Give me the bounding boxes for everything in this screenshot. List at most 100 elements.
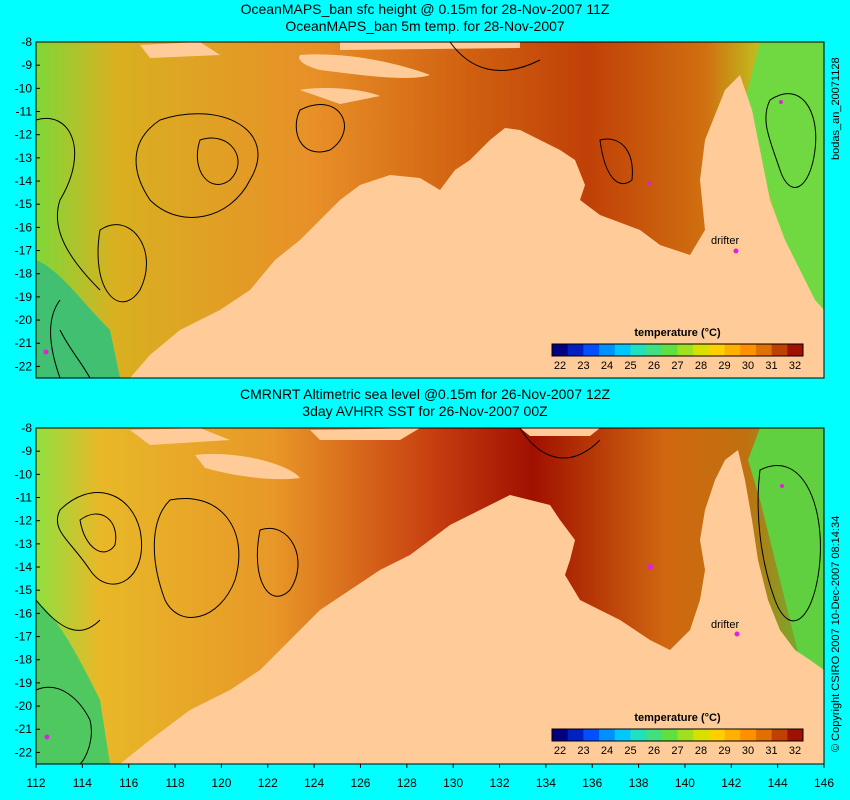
bottom-drifter-marker xyxy=(734,631,740,637)
top-panel-title-line2: OceanMAPS_ban 5m temp. for 28-Nov-2007 xyxy=(285,18,565,34)
colorbar-swatch xyxy=(567,344,584,356)
top-drifter-marker-4 xyxy=(779,100,783,104)
colorbar-swatch xyxy=(708,729,726,741)
lat-tick-label: -8 xyxy=(21,421,32,435)
colorbar-tick-label: 29 xyxy=(718,360,730,372)
lat-tick-label: -19 xyxy=(15,676,33,690)
colorbar-swatch xyxy=(583,729,600,741)
lat-tick-label: -22 xyxy=(15,359,33,373)
colorbar-swatch xyxy=(755,729,773,741)
top-island-3 xyxy=(140,42,220,58)
colorbar-swatch xyxy=(787,729,804,741)
top-drifter-marker xyxy=(733,248,739,254)
top-island-2 xyxy=(340,42,520,50)
colorbar-tick-label: 28 xyxy=(695,745,707,757)
colorbar-tick-label: 32 xyxy=(789,745,801,757)
colorbar-tick-label: 30 xyxy=(742,745,754,757)
lat-tick-label: -22 xyxy=(15,745,33,759)
lon-tick-label: 146 xyxy=(814,776,834,790)
colorbar-frame xyxy=(551,728,804,742)
lat-tick-label: -12 xyxy=(15,128,33,142)
colorbar-tick-label: 31 xyxy=(765,745,777,757)
colorbar-swatch xyxy=(630,729,647,741)
colorbar-swatch xyxy=(646,729,663,741)
colorbar-tick-label: 27 xyxy=(671,360,683,372)
bottom-lat-axis: -8 -9 -10 -11 -12 -13 -14 -15 -16 -17 -18 -19 -20 -21… xyxy=(15,421,40,759)
colorbar-swatch xyxy=(724,344,741,356)
bottom-map-panel xyxy=(35,427,825,765)
colorbar-tick-label: 27 xyxy=(671,745,683,757)
colorbar-title: temperature (°C) xyxy=(634,327,721,339)
colorbar-tick-label: 23 xyxy=(577,745,589,757)
colorbar-tick-label: 22 xyxy=(554,745,566,757)
lon-tick-label: 130 xyxy=(443,776,463,790)
colorbar-swatch xyxy=(661,344,678,356)
bottom-mainland-land xyxy=(120,450,824,764)
bottom-plot-frame xyxy=(35,427,825,765)
lon-tick-label: 126 xyxy=(350,776,370,790)
lat-tick-label: -9 xyxy=(21,58,32,72)
lat-tick-label: -18 xyxy=(15,653,33,667)
lat-tick-label: -16 xyxy=(15,606,33,620)
top-panel-title-line1: OceanMAPS_ban sfc height @ 0.15m for 28-… xyxy=(240,1,610,17)
colorbar-swatch xyxy=(552,729,569,741)
bottom-contours xyxy=(35,427,821,765)
colorbar-swatch xyxy=(693,729,710,741)
top-map-panel xyxy=(35,41,825,379)
top-side-label: bodas_an_20071128 xyxy=(830,57,842,160)
lat-tick-label: -17 xyxy=(15,630,33,644)
bottom-cool-sw-patch xyxy=(36,600,110,764)
lat-tick-label: -14 xyxy=(15,174,33,188)
lat-tick-label: -15 xyxy=(15,197,33,211)
lon-tick-label: 140 xyxy=(675,776,695,790)
colorbar-swatch xyxy=(567,729,584,741)
colorbar-tick-label: 26 xyxy=(648,745,660,757)
colorbar-swatch xyxy=(614,344,631,356)
bottom-colorbar: temperature (°C) 22 23 24 25 26 27 28 29 30 31 32 xyxy=(551,712,804,757)
bottom-island-2 xyxy=(130,428,230,445)
colorbar-tick-label: 25 xyxy=(624,360,636,372)
top-timor-island xyxy=(299,54,430,78)
bottom-panel-title-line2: 3day AVHRR SST for 26-Nov-2007 00Z xyxy=(302,403,548,419)
bottom-drifter-label: drifter xyxy=(711,619,739,631)
lat-tick-label: -17 xyxy=(15,244,33,258)
colorbar-tick-label: 24 xyxy=(601,360,613,372)
colorbar-swatch xyxy=(724,729,741,741)
lon-tick-label: 114 xyxy=(73,776,92,790)
lat-tick-label: -13 xyxy=(15,537,33,551)
colorbar-swatch xyxy=(677,729,694,741)
colorbar-tick-label: 22 xyxy=(554,360,566,372)
colorbar-tick-label: 32 xyxy=(789,360,801,372)
lon-axis: 112 114 116 118 120 122 124 126 128 130 132 134 136 1… xyxy=(26,764,834,790)
bottom-island-3 xyxy=(310,428,420,440)
colorbar-tick-label: 23 xyxy=(577,360,589,372)
bottom-drifter-marker-4 xyxy=(780,484,784,488)
top-lat-axis: -8 -9 -10 -11 -12 -13 -14 -15 -16 -17 -18 -19 -20 -21… xyxy=(15,35,40,373)
colorbar-swatch xyxy=(646,344,663,356)
bottom-drifter-marker-2 xyxy=(647,564,653,570)
lon-tick-label: 138 xyxy=(629,776,649,790)
lat-tick-label: -10 xyxy=(15,467,33,481)
colorbar-tick-label: 26 xyxy=(648,360,660,372)
colorbar-swatch xyxy=(583,344,600,356)
lat-tick-label: -19 xyxy=(15,290,33,304)
colorbar-swatch xyxy=(630,344,647,356)
top-drifter-marker-3 xyxy=(43,349,49,355)
bottom-cool-se-patch xyxy=(748,428,824,700)
lat-tick-label: -14 xyxy=(15,560,33,574)
lon-tick-label: 136 xyxy=(582,776,602,790)
lon-tick-label: 118 xyxy=(165,776,184,790)
lon-tick-label: 142 xyxy=(721,776,741,790)
lat-tick-label: -12 xyxy=(15,514,33,528)
lat-tick-label: -9 xyxy=(21,444,32,458)
lon-tick-label: 120 xyxy=(211,776,231,790)
lat-tick-label: -20 xyxy=(15,313,33,327)
bottom-timor-island xyxy=(195,454,300,480)
colorbar-swatch xyxy=(708,344,726,356)
colorbar-frame xyxy=(551,343,804,357)
colorbar-swatch xyxy=(693,344,710,356)
lat-tick-label: -10 xyxy=(15,81,33,95)
colorbar-swatch xyxy=(661,729,678,741)
top-cool-sw-patch xyxy=(36,260,120,378)
